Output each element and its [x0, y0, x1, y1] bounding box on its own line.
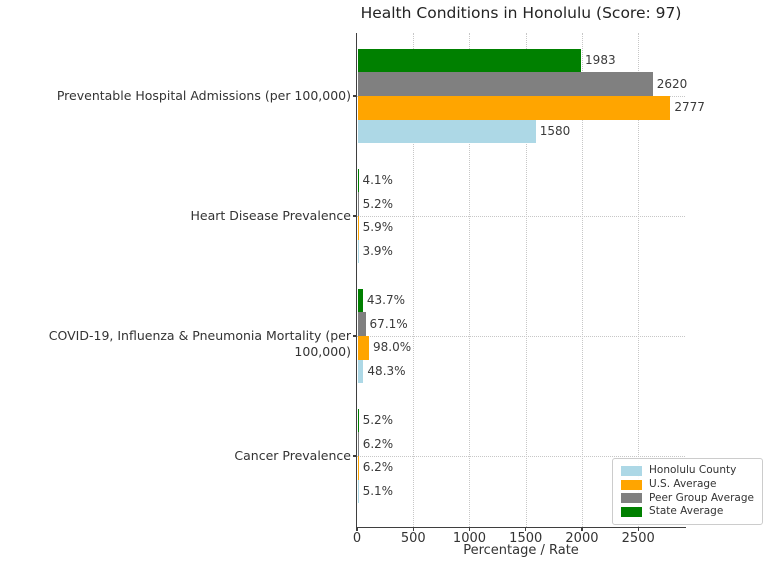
x-tick	[412, 527, 414, 531]
legend-entry: Honolulu County	[621, 464, 754, 478]
legend-entry: State Average	[621, 505, 754, 519]
x-gridline	[638, 33, 640, 527]
bar-value-label: 43.7%	[366, 292, 406, 307]
bar-u-s-average	[358, 216, 359, 240]
legend-label: Peer Group Average	[649, 491, 754, 504]
x-gridline	[581, 33, 583, 527]
bar-value-label: 2620	[656, 76, 688, 91]
category-label: Preventable Hospital Admissions (per 100…	[56, 88, 351, 103]
legend-entry: U.S. Average	[621, 478, 754, 492]
y-gridline	[357, 456, 685, 457]
legend-entry: Peer Group Average	[621, 492, 754, 506]
x-tick-label: 0	[352, 531, 362, 546]
x-tick	[356, 527, 358, 531]
bar-value-label: 3.9%	[362, 244, 393, 259]
bar-value-label: 48.3%	[367, 364, 406, 379]
legend-label: U.S. Average	[649, 477, 717, 490]
x-axis-spine	[355, 527, 687, 529]
bar-peer-group-average	[358, 432, 359, 456]
bar-value-label: 1983	[585, 52, 616, 67]
bar-honolulu-county	[358, 479, 359, 504]
x-gridline	[413, 33, 415, 527]
bar-peer-group-average	[358, 72, 653, 96]
y-tick	[352, 455, 357, 457]
x-gridline	[525, 33, 527, 527]
x-tick	[525, 527, 527, 531]
bar-value-label: 5.1%	[362, 484, 394, 499]
bar-peer-group-average	[358, 192, 359, 216]
y-tick	[352, 215, 357, 217]
bar-honolulu-county	[358, 359, 364, 384]
bar-value-label: 67.1%	[369, 316, 408, 331]
legend-swatch	[621, 465, 643, 476]
x-tick-label: 1500	[509, 531, 543, 546]
category-label: Heart Disease Prevalence	[190, 208, 351, 223]
bar-u-s-average	[358, 96, 671, 120]
bar-value-label: 98.0%	[373, 340, 412, 355]
chart-title: Health Conditions in Honolulu (Score: 97…	[360, 4, 682, 22]
y-gridline	[357, 336, 685, 337]
x-tick-label: 500	[400, 531, 426, 546]
y-tick	[352, 95, 357, 97]
x-tick-label: 2000	[565, 531, 599, 546]
x-tick-label: 1000	[452, 531, 487, 546]
legend-label: Honolulu County	[649, 464, 737, 476]
bar-state-average	[358, 288, 363, 313]
bar-value-label: 5.9%	[362, 220, 394, 235]
bar-state-average	[358, 408, 359, 433]
bar-honolulu-county	[358, 119, 536, 144]
bar-u-s-average	[358, 456, 359, 480]
legend-swatch	[621, 493, 643, 504]
category-label: Cancer Prevalence	[234, 448, 351, 463]
x-tick	[637, 527, 639, 531]
bar-value-label: 5.2%	[362, 412, 394, 427]
x-tick	[581, 527, 583, 531]
legend-swatch	[621, 507, 643, 518]
bar-value-label: 6.2%	[362, 436, 394, 451]
bar-peer-group-average	[358, 312, 366, 336]
y-tick	[352, 335, 357, 337]
x-tick-label: 2500	[621, 531, 655, 546]
x-axis-label: Percentage / Rate	[463, 543, 579, 558]
y-gridline	[357, 216, 685, 217]
bar-value-label: 6.2%	[362, 460, 394, 475]
bar-state-average	[358, 48, 582, 73]
bar-value-label: 1580	[539, 124, 571, 139]
bar-value-label: 2777	[674, 100, 705, 115]
y-axis-spine	[355, 33, 357, 529]
bar-value-label: 4.1%	[362, 172, 393, 187]
x-gridline	[469, 33, 471, 527]
chart-legend: Honolulu County U.S. Average Peer Group Av…	[612, 458, 763, 526]
category-label: COVID-19, Influenza & Pneumonia Mortalit…	[48, 328, 351, 359]
legend-swatch	[621, 479, 643, 490]
legend-label: State Average	[649, 505, 724, 518]
bar-u-s-average	[358, 336, 370, 360]
bar-value-label: 5.2%	[362, 196, 394, 211]
x-tick	[468, 527, 471, 531]
